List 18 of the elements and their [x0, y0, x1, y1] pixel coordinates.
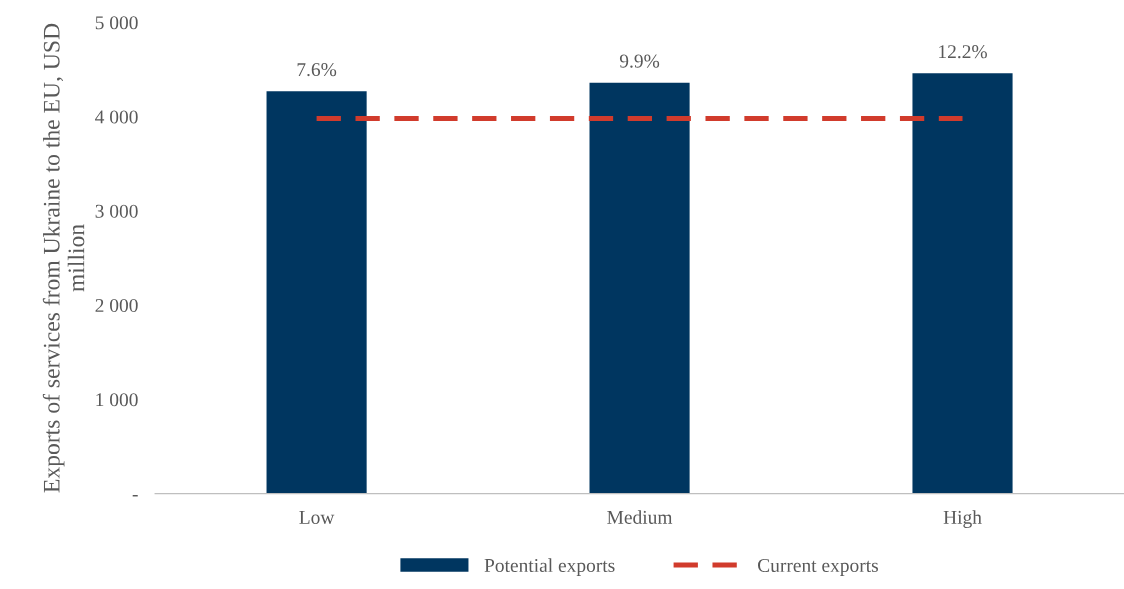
y-tick-label: 3 000 — [95, 204, 138, 218]
legend-label: Potential exports — [484, 558, 615, 576]
y-tick-label: 5 000 — [95, 16, 138, 30]
x-tick-label: High — [943, 510, 982, 528]
annotation: 9.9% — [619, 54, 660, 68]
y-tick-label: - — [132, 495, 138, 497]
annotation: 7.6% — [297, 62, 337, 77]
y-tick-label: 2 000 — [95, 298, 138, 313]
bar — [589, 82, 690, 494]
x-tick-label: Low — [299, 511, 335, 524]
annotation: 12.2% — [939, 45, 987, 59]
y-axis-title: Exports of services from Ukraine to the EU, USD million — [42, 23, 85, 493]
bar — [912, 73, 1013, 494]
x-tick-label: Medium — [607, 510, 673, 524]
y-tick-label: 1 000 — [96, 393, 138, 407]
y-tick-label: 4 000 — [95, 110, 138, 124]
bar — [266, 91, 367, 494]
legend-label: Current exports — [758, 558, 878, 576]
